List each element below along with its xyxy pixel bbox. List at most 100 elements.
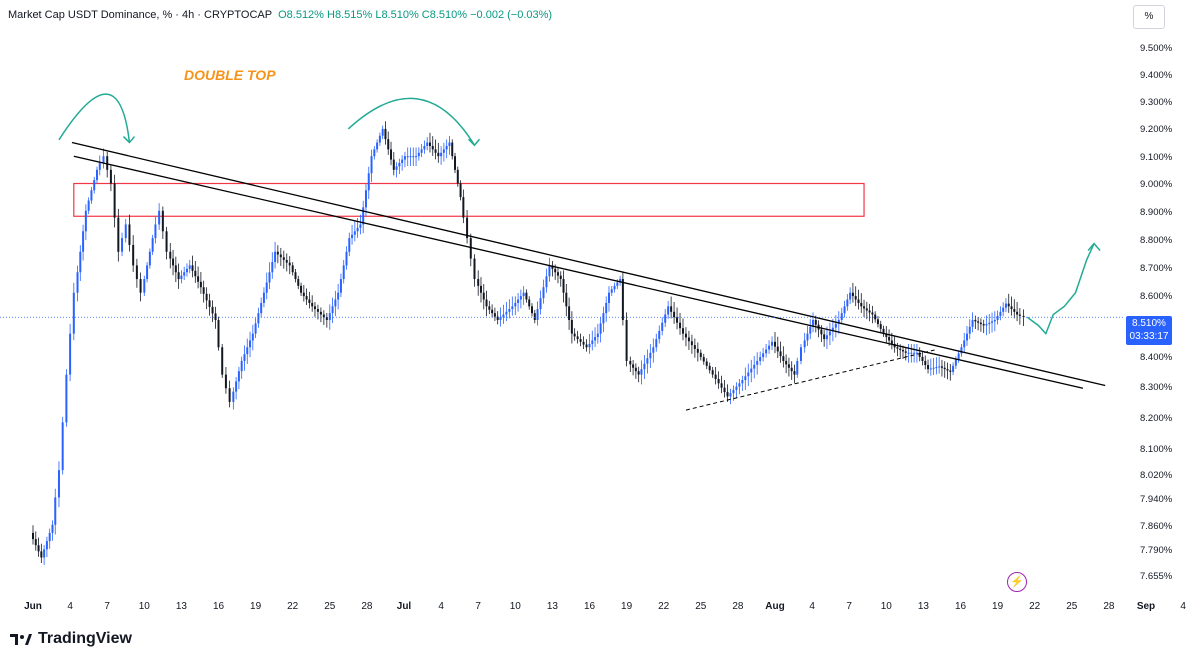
candle-body <box>556 272 559 276</box>
candle-body <box>907 352 910 354</box>
candle-body <box>417 152 420 157</box>
projection-arrowhead <box>1087 242 1101 252</box>
candle-body <box>632 364 635 368</box>
candle-body <box>599 323 602 334</box>
candle-body <box>929 368 932 370</box>
candle-body <box>551 265 554 269</box>
candle-body <box>254 323 257 334</box>
candle-body <box>882 328 885 334</box>
candle-body <box>828 331 831 336</box>
candle-body <box>412 156 415 158</box>
candle-body <box>505 311 508 315</box>
candle-body <box>776 346 779 352</box>
candle-body <box>913 352 916 354</box>
candle-body <box>782 356 785 361</box>
candle-body <box>188 265 191 269</box>
candle-body <box>1018 314 1021 316</box>
candle-body <box>319 311 322 315</box>
candle-body <box>823 334 826 340</box>
candle-body <box>90 190 93 201</box>
candle-body <box>57 470 60 498</box>
candle-body <box>339 279 342 293</box>
y-tick-label: 8.020% <box>1140 470 1173 481</box>
y-tick-label: 8.100% <box>1140 444 1173 455</box>
candle-body <box>102 156 105 164</box>
candle-body <box>643 363 646 370</box>
x-tick-label: 13 <box>547 601 559 612</box>
candle-body <box>927 365 930 370</box>
candle-body <box>87 200 90 211</box>
candle-body <box>202 287 205 294</box>
x-tick-label: Jun <box>24 601 42 612</box>
candle-body <box>84 210 87 232</box>
candle-body <box>437 152 440 157</box>
candle-body <box>356 227 359 232</box>
candle-body <box>896 347 899 349</box>
candle-body <box>565 292 568 307</box>
lightning-icon[interactable]: ⚡ <box>1007 572 1027 592</box>
candle-body <box>621 279 624 320</box>
candle-body <box>428 142 431 146</box>
x-tick-label: 10 <box>139 601 151 612</box>
candle-body <box>796 360 799 375</box>
candle-body <box>294 272 297 280</box>
candle-body <box>351 234 354 239</box>
candle-body <box>72 292 75 334</box>
candle-body <box>143 279 146 293</box>
candle-body <box>717 378 720 384</box>
candle-body <box>313 306 316 310</box>
x-tick-label: 25 <box>324 601 336 612</box>
candle-body <box>406 156 409 158</box>
candle-body <box>139 279 142 293</box>
candle-body <box>1016 311 1019 315</box>
candle-body <box>774 341 776 347</box>
y-tick-label: 9.300% <box>1140 97 1173 108</box>
candle-body <box>536 309 539 320</box>
candle-body <box>999 311 1002 316</box>
candle-body <box>331 306 334 314</box>
candle-body <box>640 369 643 375</box>
candle-body <box>974 320 977 322</box>
candle-body <box>670 306 673 312</box>
candle-body <box>364 190 367 208</box>
candle-body <box>812 320 815 327</box>
x-tick-label: 16 <box>955 601 967 612</box>
candle-body <box>779 351 782 357</box>
candle-body <box>288 262 291 266</box>
candle-body <box>915 352 918 354</box>
candle-body <box>652 347 655 353</box>
candle-body <box>235 381 238 392</box>
candle-body <box>180 275 183 280</box>
candle-body <box>124 224 127 239</box>
current-price-value: 8.510% <box>1132 318 1166 329</box>
candle-body <box>729 393 732 397</box>
candle-body <box>291 265 294 273</box>
candle-body <box>825 335 828 340</box>
candle-body <box>409 156 412 158</box>
candle-body <box>185 268 188 273</box>
x-tick-label: 4 <box>1180 601 1186 612</box>
percent-scale-button[interactable]: % <box>1133 5 1165 29</box>
candle-body <box>591 340 594 344</box>
candle-body <box>45 541 48 550</box>
candle-body <box>473 258 476 280</box>
candle-body <box>403 156 406 160</box>
candle-body <box>559 275 562 280</box>
candle-body <box>985 324 988 326</box>
candle-body <box>217 320 220 348</box>
candle-body <box>996 315 999 320</box>
candle-body <box>874 314 877 320</box>
candle-body <box>456 169 459 184</box>
x-tick-label: 13 <box>918 601 930 612</box>
candle-body <box>197 276 200 282</box>
trendline-2 <box>73 155 1084 389</box>
candle-body <box>759 357 762 361</box>
x-tick-label: 28 <box>732 601 744 612</box>
candle-body <box>499 317 502 320</box>
candle-body <box>401 159 404 164</box>
y-tick-label: 7.940% <box>1140 494 1173 505</box>
candle-body <box>932 367 935 369</box>
candle-body <box>834 323 837 328</box>
